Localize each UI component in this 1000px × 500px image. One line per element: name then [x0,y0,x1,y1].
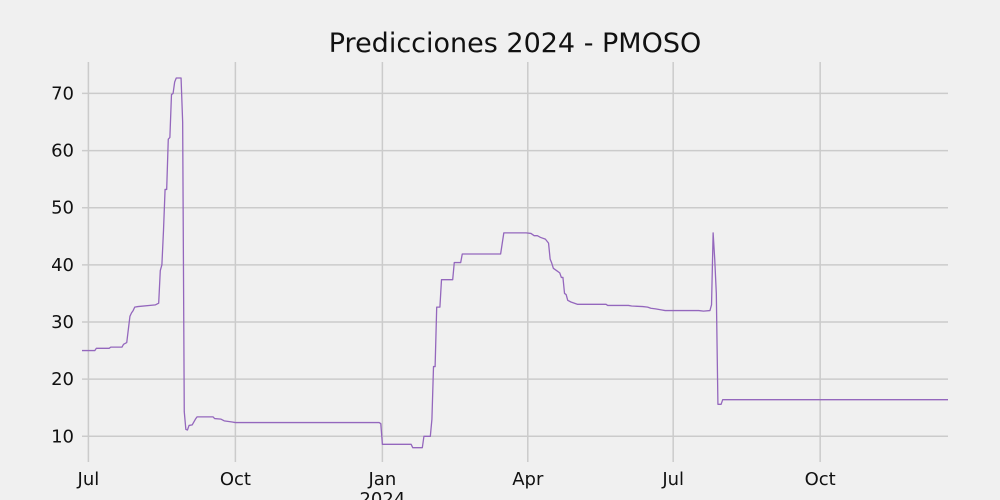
y-tick-label: 50 [51,198,74,219]
x-tick-label: Jul [77,469,100,490]
y-tick-label: 70 [51,83,74,104]
series-line [82,77,948,449]
y-axis-ticks: 10 20 30 40 50 60 70 [51,83,74,447]
y-tick-label: 20 [51,369,74,390]
y-tick-label: 60 [51,141,74,162]
chart-title: Predicciones 2024 - PMOSO [329,28,702,59]
y-tick-label: 40 [51,255,74,276]
grid-lines [82,62,948,462]
x-tick-label: Apr [512,469,544,490]
x-tick-label: Oct [805,469,836,490]
x-tick-label: Oct [220,469,251,490]
x-tick-label: Jul [661,469,684,490]
y-tick-label: 10 [51,426,74,447]
y-tick-label: 30 [51,312,74,333]
plot-area [82,77,948,449]
x-tick-label: Jan [368,469,397,490]
x-tick-sublabel: 2024 [359,489,405,500]
